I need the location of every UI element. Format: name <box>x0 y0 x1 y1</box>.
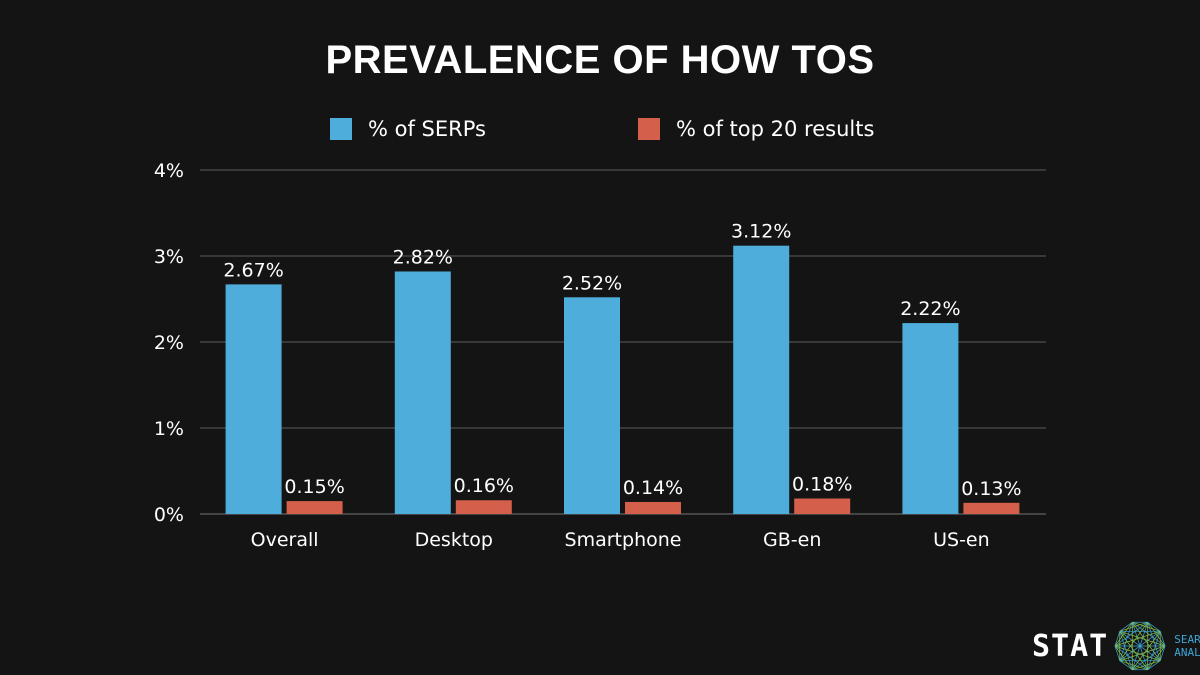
bar-top20 <box>455 500 512 514</box>
data-label: 0.18% <box>792 474 852 496</box>
legend-swatch <box>638 118 660 140</box>
bar-serps <box>225 284 282 514</box>
logo-tagline: ANALYTICS <box>1174 646 1200 659</box>
legend-swatch <box>330 118 352 140</box>
data-label: 0.15% <box>284 476 344 498</box>
x-tick-label: Desktop <box>415 529 493 551</box>
legend-label: % of top 20 results <box>676 117 875 141</box>
legend-label: % of SERPs <box>368 117 486 141</box>
bar-serps <box>902 323 959 514</box>
x-tick-label: GB-en <box>763 529 821 551</box>
stat-logo: STAT SEARCHANALYTICS <box>1032 618 1200 674</box>
bar-top20 <box>625 501 681 514</box>
bar-serps <box>733 245 790 514</box>
data-label: 0.14% <box>623 477 683 499</box>
x-tick-label: US-en <box>933 529 990 551</box>
y-tick-label: 0% <box>154 504 184 526</box>
bar-serps <box>564 297 620 514</box>
y-tick-label: 2% <box>154 332 184 354</box>
y-tick-label: 4% <box>154 160 184 182</box>
data-label: 0.13% <box>961 478 1021 500</box>
x-tick-label: Smartphone <box>565 529 682 551</box>
bar-top20 <box>286 501 343 514</box>
network-logo-icon <box>1114 621 1166 671</box>
legend-item-serps: % of SERPs <box>330 117 486 141</box>
x-tick-label: Overall <box>251 529 319 551</box>
logo-brand: STAT <box>1032 628 1109 664</box>
logo-tagline: SEARCH <box>1174 633 1200 646</box>
data-label: 2.67% <box>223 259 283 281</box>
bar-serps <box>394 271 451 514</box>
data-label: 3.12% <box>731 221 791 243</box>
data-label: 2.52% <box>562 272 622 294</box>
legend-item-top20: % of top 20 results <box>638 117 874 141</box>
y-tick-label: 3% <box>154 246 184 268</box>
data-label: 2.82% <box>393 246 453 268</box>
bar-top20 <box>794 498 851 514</box>
bar-top20 <box>963 502 1020 514</box>
y-tick-label: 1% <box>154 418 184 440</box>
chart-title: PREVALENCE OF HOW TOS <box>325 38 875 82</box>
data-label: 2.22% <box>900 298 960 320</box>
data-label: 0.16% <box>454 475 514 497</box>
